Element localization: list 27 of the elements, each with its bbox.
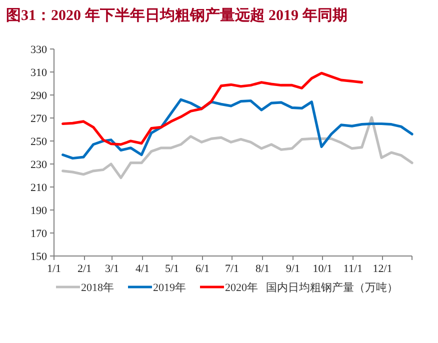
x-tick-label: 2/1	[77, 263, 92, 275]
x-tick-label: 12/1	[372, 263, 392, 275]
y-tick-label: 290	[30, 90, 48, 102]
y-tick-label: 250	[30, 136, 48, 148]
y-tick-label: 170	[30, 228, 48, 240]
x-tick-label: 7/1	[224, 263, 240, 275]
x-tick-label: 9/1	[286, 263, 300, 275]
y-tick-label: 270	[30, 113, 48, 125]
x-tick-label: 3/1	[104, 263, 120, 275]
x-tick-label: 8/1	[255, 263, 270, 275]
x-tick-label: 6/1	[195, 263, 210, 275]
y-tick-label: 150	[30, 251, 48, 263]
y-tick-label: 190	[30, 205, 48, 217]
legend-label: 2018年	[81, 282, 114, 294]
legend-label: 2020年	[225, 282, 258, 294]
x-tick-label: 5/1	[164, 263, 180, 275]
chart-title: 图31：2020 年下半年日均粗钢产量远超 2019 年同期	[6, 7, 348, 24]
y-tick-label: 210	[30, 182, 48, 194]
x-tick-label: 4/1	[135, 263, 150, 275]
y-tick-label: 230	[30, 159, 48, 171]
x-tick-label: 1/1	[46, 263, 62, 275]
x-tick-label: 11/1	[343, 263, 363, 275]
x-tick-label: 10/1	[312, 263, 332, 275]
y-tick-label: 310	[30, 67, 48, 79]
y-tick-label: 330	[30, 44, 48, 56]
legend-label: 2019年	[153, 282, 186, 294]
legend-title: 国内日均粗钢产量（万吨）	[266, 281, 398, 294]
